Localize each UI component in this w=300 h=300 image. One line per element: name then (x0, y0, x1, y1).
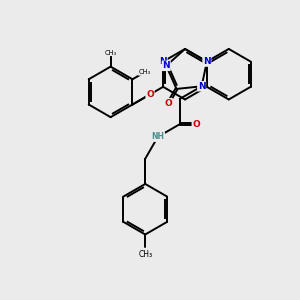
Text: O: O (164, 99, 172, 108)
Text: NH: NH (152, 132, 164, 141)
Text: N: N (198, 82, 206, 91)
Text: CH₃: CH₃ (105, 50, 117, 56)
Text: CH₃: CH₃ (139, 69, 151, 75)
Text: N: N (203, 57, 211, 66)
Text: O: O (192, 120, 200, 129)
Text: O: O (146, 90, 154, 99)
Text: CH₃: CH₃ (138, 250, 152, 259)
Text: N: N (162, 61, 170, 70)
Text: N: N (159, 57, 167, 66)
